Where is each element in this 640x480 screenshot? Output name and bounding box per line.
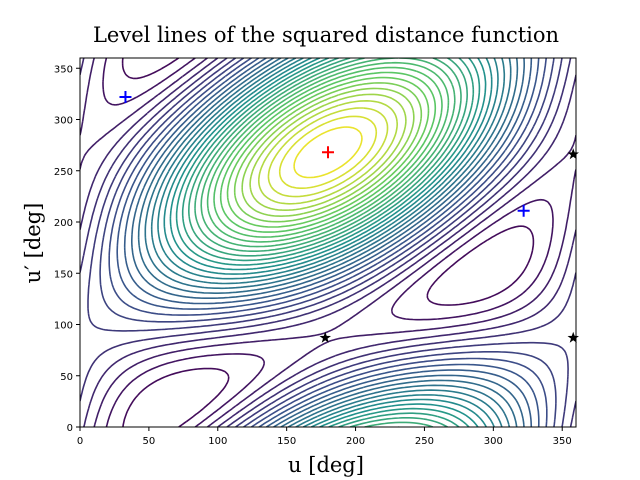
contour-line	[123, 58, 533, 427]
x-tick-label: 200	[346, 436, 365, 447]
x-tick-label: 100	[208, 436, 227, 447]
x-axis-label: u [deg]	[288, 453, 364, 477]
star-marker	[567, 148, 579, 160]
y-tick-label: 50	[60, 372, 73, 383]
contour-line	[150, 58, 506, 427]
contour-line	[87, 58, 569, 427]
star-marker	[567, 331, 579, 343]
plus-marker	[119, 90, 132, 103]
contour-line	[108, 58, 548, 427]
y-tick-label: 100	[54, 321, 73, 332]
y-tick-label: 0	[67, 423, 73, 434]
plus-marker	[517, 204, 530, 217]
x-tick-label: 250	[415, 436, 434, 447]
chart-title: Level lines of the squared distance func…	[93, 23, 559, 47]
contour-line	[144, 58, 512, 427]
contour-line	[102, 58, 554, 427]
y-tick-label: 250	[54, 167, 73, 178]
contour-line	[163, 58, 493, 427]
x-tick-label: 350	[553, 436, 572, 447]
x-tick-label: 150	[277, 436, 296, 447]
contour-line	[188, 58, 468, 427]
plus-marker	[322, 146, 334, 159]
contour-line	[213, 66, 443, 238]
contour-line	[200, 58, 456, 427]
plot-frame	[79, 57, 577, 428]
contour-line	[249, 93, 407, 211]
contours	[80, 58, 576, 427]
contour-line	[99, 58, 557, 427]
contour-line	[175, 58, 481, 427]
contour-line	[219, 71, 437, 233]
contour-line	[258, 100, 398, 205]
y-tick-label: 150	[54, 269, 73, 280]
contour-line	[121, 58, 535, 427]
contour-line	[267, 107, 389, 198]
y-tick-label: 200	[54, 218, 73, 229]
contour-line	[181, 58, 475, 427]
contour-line	[226, 76, 430, 228]
contour-line	[169, 58, 487, 427]
contour-line	[116, 58, 540, 427]
contour-line	[241, 87, 415, 217]
y-tick-label: 350	[54, 64, 73, 75]
y-tick-label: 300	[54, 116, 73, 127]
contour-line	[293, 126, 363, 179]
contour-line	[137, 58, 519, 427]
contour-line	[206, 61, 450, 243]
x-tick-label: 300	[484, 436, 503, 447]
contour-line	[157, 58, 499, 427]
x-tick-label: 0	[77, 436, 83, 447]
star-marker	[319, 331, 331, 343]
x-tick-label: 50	[143, 436, 156, 447]
contour-line	[194, 58, 462, 427]
y-axis-label: u′ [deg]	[21, 203, 45, 284]
contour-line	[233, 82, 423, 223]
contour-line	[278, 115, 378, 189]
contour-line	[131, 58, 525, 427]
